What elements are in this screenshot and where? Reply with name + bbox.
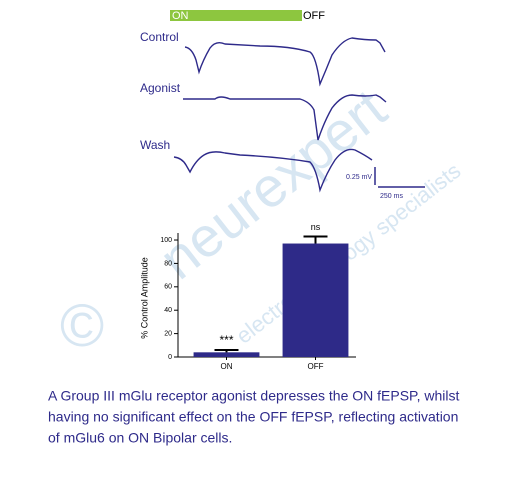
scale-label: 250 ms — [380, 193, 403, 200]
stimulus-off: OFF — [303, 10, 325, 22]
x-tick-label: OFF — [308, 362, 324, 371]
scale-label: 0.25 mV — [346, 174, 372, 181]
y-axis-label: % Control Amplitude — [139, 257, 149, 339]
y-tick-label: 60 — [164, 284, 172, 291]
caption-line: having no significant effect on the OFF … — [48, 409, 458, 425]
caption-line: of mGlu6 on ON Bipolar cells. — [48, 430, 232, 446]
y-tick-label: 100 — [160, 237, 172, 244]
stimulus-bar — [170, 10, 302, 21]
error-bar — [303, 235, 328, 244]
bar — [193, 352, 260, 357]
y-tick-label: 20 — [164, 330, 172, 337]
trace — [173, 148, 373, 193]
bar — [282, 243, 349, 357]
trace-label: Agonist — [140, 81, 181, 95]
trace-label: Wash — [140, 138, 170, 152]
bar-chart: % Control Amplitude 0 20 40 60 80 100 ON *** OFF… — [139, 222, 356, 371]
x-tick-label: ON — [221, 362, 233, 371]
watermark-copyright: © — [60, 292, 104, 359]
y-tick-label: 0 — [168, 354, 172, 361]
trace-label: Control — [140, 30, 179, 44]
y-tick-label: 80 — [164, 260, 172, 267]
trace — [184, 37, 386, 87]
caption-line: A Group III mGlu receptor agonist depres… — [48, 388, 459, 404]
annotation: *** — [219, 333, 233, 347]
error-bar — [214, 348, 239, 353]
stimulus-on: ON — [172, 10, 189, 22]
watermark: © neurexpert electrophysiology specialis… — [60, 76, 465, 358]
annotation: ns — [311, 222, 321, 232]
trace — [183, 94, 387, 141]
y-tick-label: 40 — [164, 307, 172, 314]
